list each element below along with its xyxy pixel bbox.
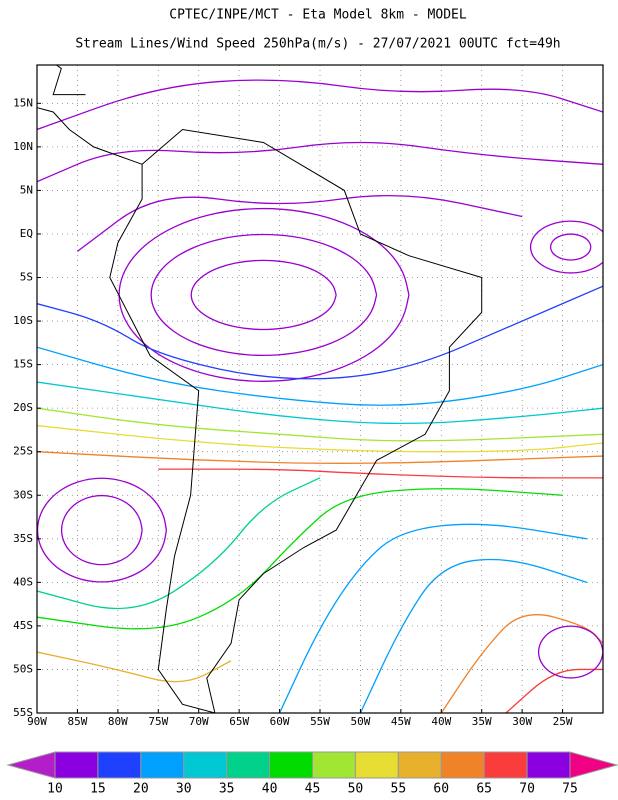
x-tick-label: 25W [553,715,573,728]
colorbar: 10 15 20 30 35 40 45 50 55 60 65 70 75 [6,751,618,797]
streamline [37,477,168,583]
colorbar-label: 30 [176,782,192,797]
streamline [440,614,603,713]
streamline [505,668,603,713]
y-tick-label: 15N [13,96,33,109]
streamline [37,451,603,464]
colorbar-under [6,751,56,779]
streamline [150,233,378,357]
streamline [37,285,603,380]
x-tick-label: 65W [229,715,249,728]
colorbar-label: 75 [562,782,578,797]
colorbar-segment [54,751,99,779]
colorbar-label: 40 [262,782,278,797]
colorbar-segment [483,751,528,779]
streamline [549,233,592,261]
colorbar-label: 55 [391,782,407,797]
streamline [537,625,603,679]
y-tick-label: 50S [13,662,33,675]
y-tick-label: 20S [13,401,33,414]
streamline [77,195,523,252]
y-tick-label: 5S [20,271,33,284]
streamline [37,651,232,683]
colorbar-label: 50 [348,782,364,797]
x-tick-label: 75W [148,715,168,728]
streamline [190,259,337,331]
colorbar-segment [312,751,356,779]
x-tick-label: 80W [108,715,128,728]
colorbar-segment [354,751,399,779]
colorbar-segment [97,751,142,779]
streamline [37,407,603,442]
streamline [37,488,563,630]
axes: 90W 85W 80W 75W 70W 65W 60W 55W 50W 45W 40W 35W 30W 2… [13,96,573,728]
x-tick-label: 50W [350,715,370,728]
x-tick-label: 70W [189,715,209,728]
title: CPTEC/INPE/MCT - Eta Model 8km - MODEL [169,8,467,23]
streamline [37,424,603,453]
colorbar-label: 10 [47,782,63,797]
coastline [52,65,86,96]
streamline [37,79,603,131]
colorbar-label: 45 [305,782,321,797]
streamline [37,381,603,425]
y-tick-label: 55S [13,706,33,719]
colorbar-label: 60 [433,782,449,797]
subtitle: Stream Lines/Wind Speed 250hPa(m/s) - 27… [75,37,560,52]
streamline [359,558,588,713]
y-tick-label: 40S [13,575,33,588]
streamline [60,494,143,566]
colorbar-segment [526,751,571,779]
x-tick-label: 30W [512,715,532,728]
x-tick-label: 85W [67,715,87,728]
streamline [158,468,603,479]
x-tick-label: 45W [391,715,411,728]
colorbar-label: 65 [476,782,492,797]
colorbar-label: 15 [90,782,106,797]
x-tick-label: 55W [310,715,330,728]
x-tick-label: 35W [472,715,492,728]
x-tick-label: 60W [270,715,290,728]
y-tick-label: 10N [13,140,33,153]
y-tick-label: 35S [13,532,33,545]
streamline [529,220,603,274]
y-tick-label: 10S [13,314,33,327]
colorbar-segment [440,751,485,779]
x-tick-label: 40W [431,715,451,728]
y-tick-label: 25S [13,445,33,458]
y-tick-label: 5N [20,183,33,196]
streamline [37,477,321,610]
colorbar-over [569,751,618,779]
x-tick-label: 90W [27,715,47,728]
coastline [37,107,483,713]
colorbar-label: 20 [133,782,149,797]
streamline [37,141,603,183]
streamline [37,346,603,406]
y-tick-label: 45S [13,619,33,632]
y-tick-label: EQ [20,227,33,240]
streamline [118,207,410,382]
y-tick-label: 15S [13,358,33,371]
colorbar-segment [140,751,185,779]
colorbar-label: 35 [219,782,235,797]
colorbar-segment [397,751,442,779]
colorbar-segment [226,751,271,779]
map-area [37,65,603,713]
colorbar-segment [183,751,228,779]
y-tick-label: 30S [13,488,33,501]
colorbar-segment [269,751,314,779]
streamline [278,523,587,713]
colorbar-label: 70 [519,782,535,797]
